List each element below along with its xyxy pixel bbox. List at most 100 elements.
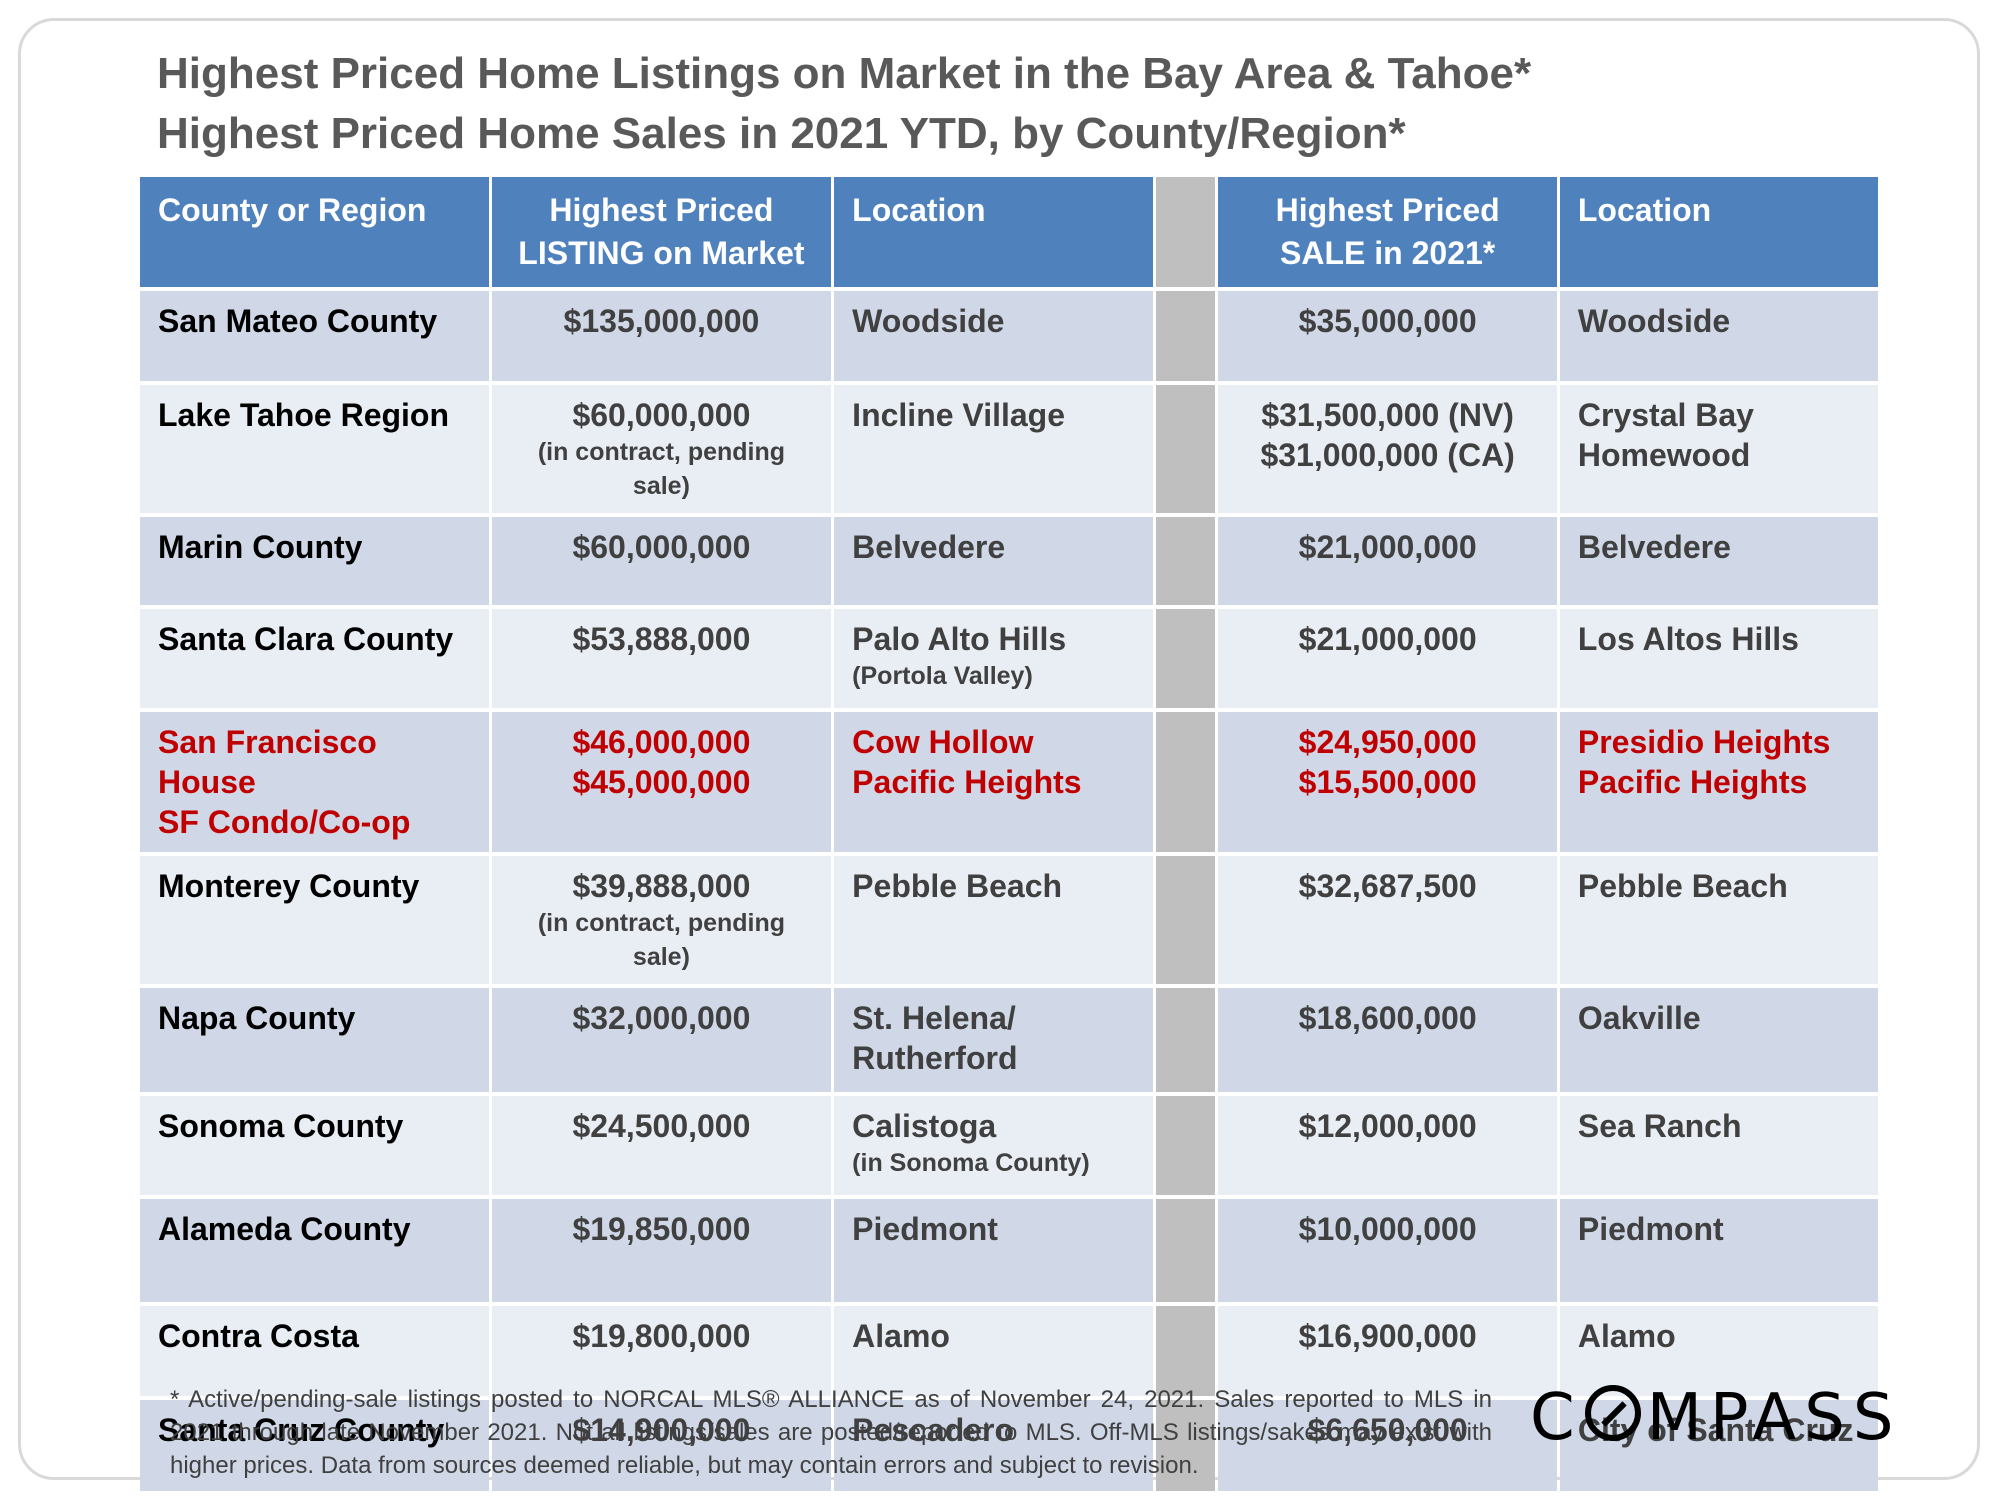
column-divider [1156, 988, 1216, 1092]
sale-location-cell-line: Crystal Bay [1577, 397, 1754, 433]
table-row: Monterey County $39,888,000 (in contract, … [140, 856, 1878, 984]
column-divider [1156, 517, 1216, 605]
header-listing-line-1: Highest Priced [549, 192, 774, 228]
region-cell-line: Contra Costa [158, 1318, 359, 1354]
listing-location-cell-line: Incline Village [852, 397, 1065, 433]
region-cell: Marin County [140, 517, 489, 605]
listing-location-cell: Cow Hollow Pacific Heights [834, 712, 1154, 852]
sale-price-cell: $10,000,000 [1218, 1199, 1557, 1302]
listing-location-cell-line: Cow Hollow [852, 724, 1034, 760]
sale-location-cell: Pebble Beach [1559, 856, 1878, 984]
table-row: Contra Costa $19,800,000 Alamo $16,900,000 A… [140, 1306, 1878, 1396]
page-title: Highest Priced Home Listings on Market i… [157, 44, 1857, 164]
listing-price-cell-line: $60,000,000 [572, 397, 751, 433]
sale-location-cell-line: Alamo [1577, 1318, 1676, 1354]
region-cell-line: Monterey County [158, 868, 420, 904]
listing-location-cell-line: Belvedere [852, 529, 1006, 565]
region-cell: Monterey County [140, 856, 489, 984]
sale-location-cell: Crystal Bay Homewood [1559, 385, 1878, 513]
column-divider [1156, 1199, 1216, 1302]
sale-price-cell-line: $35,000,000 [1298, 303, 1477, 339]
header-listing-line-2: LISTING on Market [518, 235, 805, 271]
sale-location-cell-line: Belvedere [1577, 529, 1731, 565]
listing-location-cell: Pescadero [834, 1400, 1154, 1491]
logo-letter-c: C [1530, 1381, 1583, 1455]
listing-price-cell: $135,000,000 [491, 291, 832, 381]
listing-location-cell: Calistoga (in Sonoma County) [834, 1096, 1154, 1195]
sale-price-cell: $18,600,000 [1218, 988, 1557, 1092]
sale-price-cell: $32,687,500 [1218, 856, 1557, 984]
listing-location-cell-line: Palo Alto Hills [852, 621, 1067, 657]
listing-location-cell-line: Rutherford [852, 1040, 1018, 1076]
column-divider [1156, 1096, 1216, 1195]
header-divider [1156, 177, 1216, 287]
header-sale-line-1: Highest Priced [1275, 192, 1500, 228]
listing-price-cell-note: (in contract, pending sale) [537, 438, 786, 500]
sale-price-cell-line: $24,950,000 [1298, 724, 1477, 760]
column-divider [1156, 1306, 1216, 1396]
region-cell: San Francisco House SF Condo/Co-op [140, 712, 489, 852]
sale-location-cell: Oakville [1559, 988, 1878, 1092]
region-cell: San Mateo County [140, 291, 489, 381]
listing-price-cell: $19,850,000 [491, 1199, 832, 1302]
sale-location-cell: Los Altos Hills [1559, 609, 1878, 708]
sale-location-cell-line: Sea Ranch [1577, 1108, 1742, 1144]
column-divider [1156, 856, 1216, 984]
listing-price-cell-line: $45,000,000 [572, 764, 751, 800]
listing-location-cell-line: Pescadero [852, 1412, 1015, 1448]
column-divider [1156, 1400, 1216, 1491]
region-cell-line: San Mateo County [158, 303, 438, 339]
sale-price-cell-line: $15,500,000 [1298, 764, 1477, 800]
region-cell-line: Marin County [158, 529, 363, 565]
listing-price-cell-line: $32,000,000 [572, 1000, 751, 1036]
sale-price-cell: $35,000,000 [1218, 291, 1557, 381]
sale-price-cell-line: $12,000,000 [1298, 1108, 1477, 1144]
header-sale-line-2: SALE in 2021* [1280, 235, 1496, 271]
listing-price-cell-line: $39,888,000 [572, 868, 751, 904]
header-sale-location: Location [1559, 177, 1878, 287]
listing-location-cell: Alamo [834, 1306, 1154, 1396]
table-row: Sonoma County $24,500,000 Calistoga (in Son… [140, 1096, 1878, 1195]
sale-location-cell-line: Piedmont [1577, 1211, 1724, 1247]
sale-location-cell: Presidio Heights Pacific Heights [1559, 712, 1878, 852]
sale-price-cell: $24,950,000 $15,500,000 [1218, 712, 1557, 852]
sale-price-cell: $21,000,000 [1218, 517, 1557, 605]
region-cell: Napa County [140, 988, 489, 1092]
listing-price-cell: $19,800,000 [491, 1306, 832, 1396]
listing-location-cell-line: Calistoga [852, 1108, 997, 1144]
region-cell-line: SF Condo/Co-op [158, 804, 411, 840]
column-divider [1156, 291, 1216, 381]
header-sale: Highest Priced SALE in 2021* [1218, 177, 1557, 287]
table-body: San Mateo County $135,000,000 Woodside $35,… [140, 291, 1878, 1491]
listing-location-cell: Palo Alto Hills (Portola Valley) [834, 609, 1154, 708]
region-cell: Lake Tahoe Region [140, 385, 489, 513]
sale-price-cell: $12,000,000 [1218, 1096, 1557, 1195]
listing-price-cell: $60,000,000 [491, 517, 832, 605]
sale-price-cell-line: $6,650,000 [1307, 1412, 1468, 1448]
sale-price-cell-line: $32,687,500 [1298, 868, 1477, 904]
sale-price-cell: $21,000,000 [1218, 609, 1557, 708]
table-row: San Mateo County $135,000,000 Woodside $35,… [140, 291, 1878, 381]
region-cell: Santa Cruz County [140, 1400, 489, 1491]
listing-price-cell-line: $19,800,000 [572, 1318, 751, 1354]
title-line-1: Highest Priced Home Listings on Market i… [157, 49, 1532, 98]
sale-price-cell-line: $31,500,000 (NV) [1261, 397, 1514, 433]
listing-location-cell-line: Piedmont [852, 1211, 998, 1247]
listing-location-cell: Pebble Beach [834, 856, 1154, 984]
sale-location-cell: Belvedere [1559, 517, 1878, 605]
listing-price-cell-line: $135,000,000 [563, 303, 760, 339]
table-row: San Francisco House SF Condo/Co-op $46,000… [140, 712, 1878, 852]
sale-price-cell: $16,900,000 [1218, 1306, 1557, 1396]
listing-price-cell-line: $14,900,000 [572, 1412, 751, 1448]
region-cell: Sonoma County [140, 1096, 489, 1195]
sale-price-cell-line: $21,000,000 [1298, 621, 1477, 657]
table-row: Lake Tahoe Region $60,000,000 (in contract… [140, 385, 1878, 513]
listing-price-cell: $32,000,000 [491, 988, 832, 1092]
title-line-2: Highest Priced Home Sales in 2021 YTD, b… [157, 109, 1406, 158]
listing-location-cell: Piedmont [834, 1199, 1154, 1302]
sale-location-cell: Woodside [1559, 291, 1878, 381]
table-row: Alameda County $19,850,000 Piedmont $10,000… [140, 1199, 1878, 1302]
listing-price-cell: $39,888,000 (in contract, pending sale) [491, 856, 832, 984]
table-row: Marin County $60,000,000 Belvedere $21,000,… [140, 517, 1878, 605]
table-row: Santa Clara County $53,888,000 Palo Alto H… [140, 609, 1878, 708]
